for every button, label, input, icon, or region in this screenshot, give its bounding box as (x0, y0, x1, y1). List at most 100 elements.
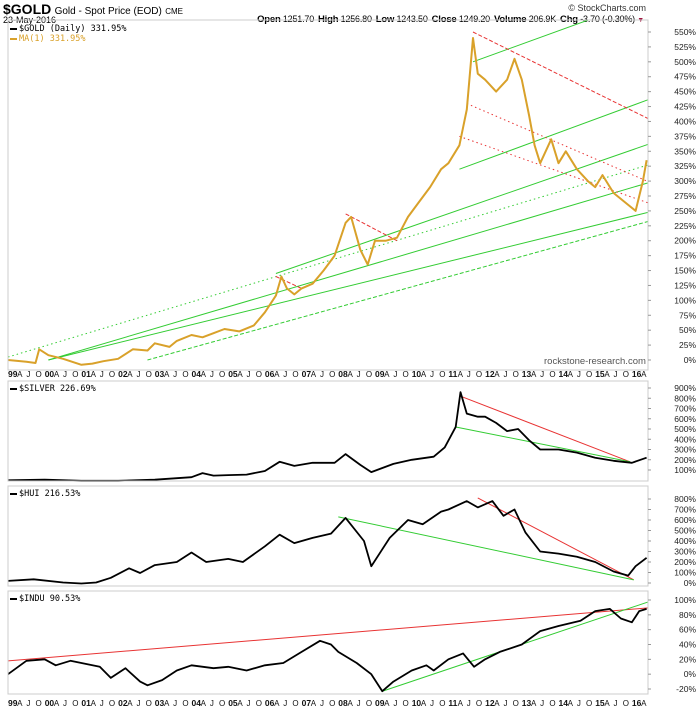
x-tick-label-bottom: A (347, 699, 353, 708)
legend-gold: $GOLD (Daily) 331.95% MA(1) 331.95% (10, 24, 126, 44)
x-tick-label-top: 00 (45, 369, 55, 379)
y-tick-label-hui: 200% (674, 557, 696, 567)
y-tick-label-hui: 0% (684, 578, 697, 588)
x-tick-label-bottom: A (54, 699, 60, 708)
y-tick-label-gold: 450% (674, 87, 696, 97)
x-tick-label-top: 15 (595, 369, 605, 379)
plot-layer (8, 20, 648, 693)
x-tick-label-top: J (577, 370, 581, 379)
y-tick-label-hui: 400% (674, 536, 696, 546)
x-tick-label-top: O (476, 370, 482, 379)
legend-hui: $HUI 216.53% (10, 489, 80, 499)
x-tick-label-top: O (549, 370, 555, 379)
x-tick-label-bottom: 03 (155, 698, 165, 708)
x-tick-label-bottom: 08 (338, 698, 348, 708)
x-tick-label-bottom: J (173, 699, 177, 708)
axis-layer: 0%25%50%75%100%125%150%175%200%225%250%2… (7, 19, 697, 708)
y-tick-label-hui: 600% (674, 515, 696, 525)
x-tick-label-top: O (182, 370, 188, 379)
x-tick-label-bottom: J (357, 699, 361, 708)
trendline-gold-10 (345, 213, 398, 242)
x-tick-label-bottom: J (430, 699, 434, 708)
y-tick-label-silver: 600% (674, 414, 696, 424)
x-tick-label-top: A (421, 370, 427, 379)
x-tick-label-top: 06 (265, 369, 275, 379)
x-tick-label-top: A (568, 370, 574, 379)
series-line-indu (8, 608, 647, 693)
x-tick-label-top: A (201, 370, 207, 379)
low-value: 1243.50 (396, 14, 428, 24)
y-tick-label-gold: 275% (674, 191, 696, 201)
y-tick-label-gold: 375% (674, 131, 696, 141)
y-tick-label-gold: 25% (679, 340, 696, 350)
x-tick-label-bottom: A (17, 699, 23, 708)
y-tick-label-indu: 100% (674, 595, 696, 605)
panel-frame-gold (7, 19, 649, 371)
x-tick-label-bottom: 99 (8, 698, 18, 708)
panel-frame-silver (7, 380, 649, 482)
x-tick-label-bottom: A (384, 699, 390, 708)
x-tick-label-top: 05 (228, 369, 238, 379)
x-tick-label-top: O (36, 370, 42, 379)
y-tick-label-gold: 225% (674, 221, 696, 231)
x-tick-label-top: A (91, 370, 97, 379)
y-tick-label-indu: 20% (679, 654, 696, 664)
y-tick-label-hui: 300% (674, 547, 696, 557)
x-tick-label-top: 01 (81, 369, 91, 379)
y-tick-label-gold: 500% (674, 57, 696, 67)
series-line-hui (8, 500, 648, 585)
brand-label: © StockCharts.com (568, 3, 646, 13)
x-tick-label-bottom: A (91, 699, 97, 708)
x-tick-label-top: O (256, 370, 262, 379)
y-tick-label-gold: 400% (674, 116, 696, 126)
x-tick-label-top: O (219, 370, 225, 379)
x-tick-label-top: A (458, 370, 464, 379)
x-tick-label-bottom: J (320, 699, 324, 708)
y-tick-label-indu: -20% (676, 684, 696, 694)
trendline-gold-6 (147, 220, 648, 361)
x-tick-label-bottom: O (513, 699, 519, 708)
instrument-name: Gold - Spot Price (EOD) (54, 6, 162, 17)
symbol: $GOLD (3, 1, 52, 17)
y-tick-label-hui: 800% (674, 494, 696, 504)
y-tick-label-silver: 800% (674, 393, 696, 403)
x-tick-label-top: O (292, 370, 298, 379)
x-tick-label-bottom: J (540, 699, 544, 708)
close-value: 1249.20 (458, 14, 490, 24)
x-tick-label-bottom: J (247, 699, 251, 708)
trendline-gold-3 (459, 99, 648, 170)
x-tick-label-top: 10 (412, 369, 422, 379)
x-tick-label-top: A (641, 370, 647, 379)
x-tick-label-bottom: 11 (448, 698, 457, 708)
x-tick-label-top: O (72, 370, 78, 379)
x-tick-label-top: J (357, 370, 361, 379)
trendline-gold-4 (472, 20, 590, 63)
x-tick-label-bottom: J (136, 699, 140, 708)
x-tick-label-bottom: O (329, 699, 335, 708)
y-tick-label-silver: 400% (674, 434, 696, 444)
chg-value: -3.70 (-0.30%) (580, 14, 635, 24)
x-tick-label-top: A (494, 370, 500, 379)
y-tick-label-silver: 500% (674, 424, 696, 434)
x-tick-label-bottom: A (531, 699, 537, 708)
x-tick-label-bottom: A (237, 699, 243, 708)
x-tick-label-bottom: 09 (375, 698, 385, 708)
x-tick-label-bottom: A (421, 699, 427, 708)
x-tick-label-top: J (63, 370, 67, 379)
x-tick-label-top: O (623, 370, 629, 379)
series-line-silver (8, 391, 647, 482)
panel-frame-indu (7, 590, 649, 695)
y-tick-label-indu: 80% (679, 610, 696, 620)
y-tick-label-gold: 175% (674, 251, 696, 261)
x-tick-label-bottom: O (366, 699, 372, 708)
x-tick-label-bottom: 13 (522, 698, 532, 708)
x-tick-label-bottom: 00 (45, 698, 55, 708)
trendline-hui-0 (477, 497, 634, 581)
x-tick-label-bottom: 01 (81, 698, 91, 708)
x-tick-label-bottom: O (403, 699, 409, 708)
x-tick-label-bottom: A (127, 699, 133, 708)
x-tick-label-bottom: 15 (595, 698, 605, 708)
trendline-silver-0 (460, 395, 631, 463)
y-tick-label-gold: 475% (674, 72, 696, 82)
x-tick-label-top: J (467, 370, 471, 379)
